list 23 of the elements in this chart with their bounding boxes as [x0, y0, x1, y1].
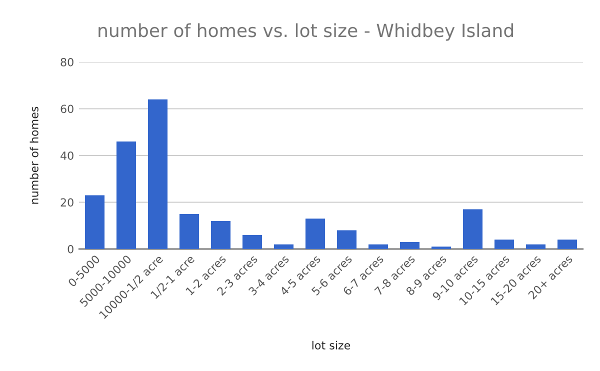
bar: [305, 218, 326, 249]
bar: [368, 244, 388, 249]
bar: [336, 230, 357, 249]
bar: [557, 240, 578, 249]
bar: [84, 195, 105, 249]
bar: [179, 214, 200, 249]
bar: [148, 99, 168, 249]
y-tick-label: 20: [60, 198, 74, 207]
y-axis-title: number of homes: [30, 106, 38, 204]
bar: [400, 242, 420, 249]
y-tick-label: 40: [60, 151, 74, 160]
bar: [494, 240, 514, 249]
bar: [116, 141, 136, 249]
y-tick-label: 60: [60, 104, 74, 114]
x-axis-title: lot size: [312, 340, 350, 350]
bar: [274, 244, 294, 249]
chart-title: number of homes vs. lot size - Whidbey Island: [98, 23, 513, 41]
y-tick-label: 0: [68, 244, 74, 254]
bar: [526, 244, 546, 249]
bar: [462, 209, 483, 249]
bar: [242, 234, 262, 249]
y-tick-label: 80: [60, 58, 74, 66]
bar: [210, 220, 231, 249]
